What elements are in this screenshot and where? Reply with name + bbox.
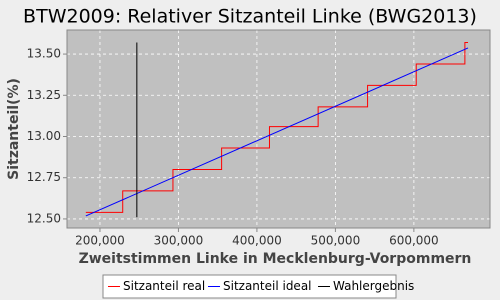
y-tick-label: 12.50: [27, 211, 61, 225]
y-tick-label: 12.75: [27, 170, 61, 184]
y-tick-label: 13.00: [27, 129, 61, 143]
x-tick-label: 200,000: [75, 234, 125, 248]
legend-label: Sitzanteil real: [123, 279, 205, 293]
y-tick-label: 13.25: [27, 88, 61, 102]
legend-label: Wahlergebnis: [333, 279, 414, 293]
x-tick-label: 500,000: [311, 234, 361, 248]
x-tick-label: 300,000: [154, 234, 204, 248]
y-axis-label: Sitzanteil(%): [6, 78, 22, 180]
chart-title: BTW2009: Relativer Sitzanteil Linke (BWG…: [23, 6, 477, 28]
legend-box: [102, 274, 397, 299]
plot-area: [67, 30, 490, 228]
x-tick-label: 400,000: [232, 234, 282, 248]
y-tick-label: 13.50: [27, 47, 61, 61]
series-line: [85, 42, 469, 213]
series-line: [85, 47, 469, 217]
x-axis-label: Zweitstimmen Linke in Mecklenburg-Vorpom…: [79, 251, 472, 267]
plot-frame: [66, 29, 491, 229]
legend-label: Sitzanteil ideal: [223, 279, 312, 293]
x-tick-label: 600,000: [389, 234, 439, 248]
